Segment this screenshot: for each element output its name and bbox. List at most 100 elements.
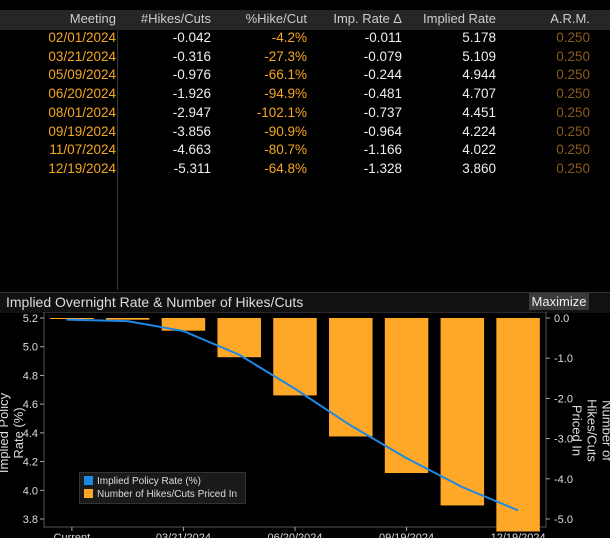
cell-arm: 0.250 [556, 123, 590, 139]
cell-meeting: 02/01/2024 [48, 30, 116, 45]
table-row[interactable]: 08/01/2024 -2.947 -102.1% -0.737 4.451 0.250 [0, 105, 610, 123]
bar-hikes-cuts [217, 318, 261, 358]
x-tick-label: Current [54, 532, 91, 538]
cell-pct: -66.1% [264, 67, 307, 83]
x-tick-label: 12/19/2024 [491, 532, 546, 538]
table-row[interactable]: 06/20/2024 -1.926 -94.9% -0.481 4.707 0.250 [0, 86, 610, 104]
cell-meeting: 11/07/2024 [49, 142, 116, 158]
cell-imp-rate-delta: -0.079 [363, 48, 402, 64]
cell-arm: 0.250 [556, 48, 590, 64]
col-header-imp-rate-delta[interactable]: Imp. Rate Δ [333, 11, 402, 26]
bar-hikes-cuts [273, 318, 317, 396]
cell-pct: -64.8% [264, 160, 307, 176]
legend-swatch-bars [84, 489, 93, 498]
table-row[interactable]: 03/21/2024 -0.316 -27.3% -0.079 5.109 0.250 [0, 49, 610, 67]
legend-label-bars: Number of Hikes/Cuts Priced In [97, 489, 238, 500]
cell-pct: -90.9% [264, 123, 307, 139]
maximize-button[interactable]: Maximize [529, 293, 589, 310]
cell-arm: 0.250 [556, 67, 590, 83]
cell-implied-rate: 5.109 [462, 48, 496, 64]
cell-pct: -102.1% [256, 104, 307, 120]
table-row[interactable]: 11/07/2024 -4.663 -80.7% -1.166 4.022 0.250 [0, 142, 610, 160]
cell-hikes-cuts: -5.311 [173, 160, 211, 176]
bar-hikes-cuts [329, 318, 373, 437]
cell-implied-rate: 4.224 [462, 123, 496, 139]
y-left-tick-label: 4.4 [23, 428, 38, 440]
col-header-meeting[interactable]: Meeting [69, 11, 116, 26]
y-right-tick-label: -4.0 [554, 474, 573, 486]
cell-arm: 0.250 [556, 160, 590, 176]
col-header-implied-rate[interactable]: Implied Rate [423, 11, 496, 26]
cell-meeting: 03/21/2024 [48, 48, 116, 64]
bar-hikes-cuts [161, 318, 206, 331]
y-right-tick-label: 0.0 [554, 313, 569, 325]
cell-imp-rate-delta: -0.737 [363, 104, 402, 120]
y-axis-left-label: Implied Policy Rate (%) [0, 392, 26, 474]
cell-imp-rate-delta: -0.011 [364, 30, 402, 45]
legend-item-rate: Implied Policy Rate (%) [84, 476, 201, 487]
cell-imp-rate-delta: -0.481 [363, 86, 402, 102]
cell-hikes-cuts: -3.856 [172, 123, 211, 139]
y-left-tick-label: 3.8 [23, 514, 38, 526]
meeting-table: Meeting #Hikes/Cuts %Hike/Cut Imp. Rate … [0, 10, 610, 290]
table-row[interactable]: 02/01/2024 -0.042 -4.2% -0.011 5.178 0.250 [0, 30, 610, 48]
cell-arm: 0.250 [556, 30, 590, 45]
legend-swatch-rate [84, 476, 93, 485]
cell-meeting: 12/19/2024 [48, 160, 116, 176]
table-row[interactable]: 12/19/2024 -5.311 -64.8% -1.328 3.860 0.250 [0, 161, 610, 179]
legend-label-rate: Implied Policy Rate (%) [97, 476, 201, 487]
y-axis-right-label: Number of Hikes/Cuts Priced In [569, 399, 610, 462]
cell-implied-rate: 4.451 [462, 104, 496, 120]
bar-hikes-cuts [440, 318, 485, 506]
bar-hikes-cuts [50, 318, 94, 319]
cell-implied-rate: 3.860 [462, 160, 496, 176]
cell-hikes-cuts: -0.976 [172, 67, 211, 83]
cell-hikes-cuts: -2.947 [172, 104, 211, 120]
col-header-hikes-cuts[interactable]: #Hikes/Cuts [140, 11, 211, 26]
cell-meeting: 08/01/2024 [48, 104, 116, 120]
cell-hikes-cuts: -0.042 [172, 30, 211, 45]
cell-pct: -80.7% [264, 142, 307, 158]
cell-implied-rate: 4.707 [462, 86, 496, 102]
cell-meeting: 09/19/2024 [48, 123, 116, 139]
y-right-tick-label: -5.0 [554, 514, 573, 526]
chart-legend: Implied Policy Rate (%) Number of Hikes/… [79, 472, 246, 504]
implied-rate-line [66, 318, 519, 512]
cell-imp-rate-delta: -0.964 [363, 123, 402, 139]
column-divider [117, 30, 118, 290]
col-header-arm[interactable]: A.R.M. [550, 11, 590, 26]
cell-pct: -94.9% [264, 86, 307, 102]
y-left-tick-label: 5.2 [23, 313, 38, 325]
y-left-tick-label: 4.8 [23, 370, 38, 382]
table-header [0, 10, 610, 30]
chart-title: Implied Overnight Rate & Number of Hikes… [6, 294, 304, 310]
cell-arm: 0.250 [556, 104, 590, 120]
cell-meeting: 05/09/2024 [48, 67, 116, 83]
cell-arm: 0.250 [556, 142, 590, 158]
cell-hikes-cuts: -4.663 [172, 142, 211, 158]
cell-pct: -27.3% [264, 48, 307, 64]
x-tick-label: 09/19/2024 [379, 532, 434, 538]
x-tick-label: 03/21/2024 [156, 532, 211, 538]
col-header-pct-hike-cut[interactable]: %Hike/Cut [245, 11, 307, 26]
cell-pct: -4.2% [271, 30, 307, 45]
cell-implied-rate: 4.022 [462, 142, 496, 158]
y-left-tick-label: 4.0 [23, 485, 38, 497]
cell-imp-rate-delta: -1.328 [363, 160, 402, 176]
y-right-tick-label: -3.0 [554, 434, 573, 446]
x-tick-label: 06/20/2024 [267, 532, 322, 538]
table-row[interactable]: 09/19/2024 -3.856 -90.9% -0.964 4.224 0.250 [0, 124, 610, 142]
cell-implied-rate: 5.178 [462, 30, 496, 45]
y-left-tick-label: 4.2 [23, 457, 38, 469]
bar-hikes-cuts [384, 318, 429, 474]
bar-hikes-cuts [105, 318, 150, 320]
chart-titlebar [0, 292, 610, 313]
y-left-tick-label: 4.6 [23, 399, 38, 411]
bar-hikes-cuts [496, 318, 540, 532]
cell-hikes-cuts: -0.316 [172, 48, 211, 64]
rate-chart: 5.2 5.0 4.8 4.6 4.4 4.2 4.0 3.8 0.0 -1.0 -2.0 -3.0 -… [23, 312, 573, 538]
cell-imp-rate-delta: -1.166 [363, 142, 402, 158]
cell-imp-rate-delta: -0.244 [363, 67, 402, 83]
table-row[interactable]: 05/09/2024 -0.976 -66.1% -0.244 4.944 0.250 [0, 67, 610, 85]
legend-item-bars: Number of Hikes/Cuts Priced In [84, 489, 237, 500]
